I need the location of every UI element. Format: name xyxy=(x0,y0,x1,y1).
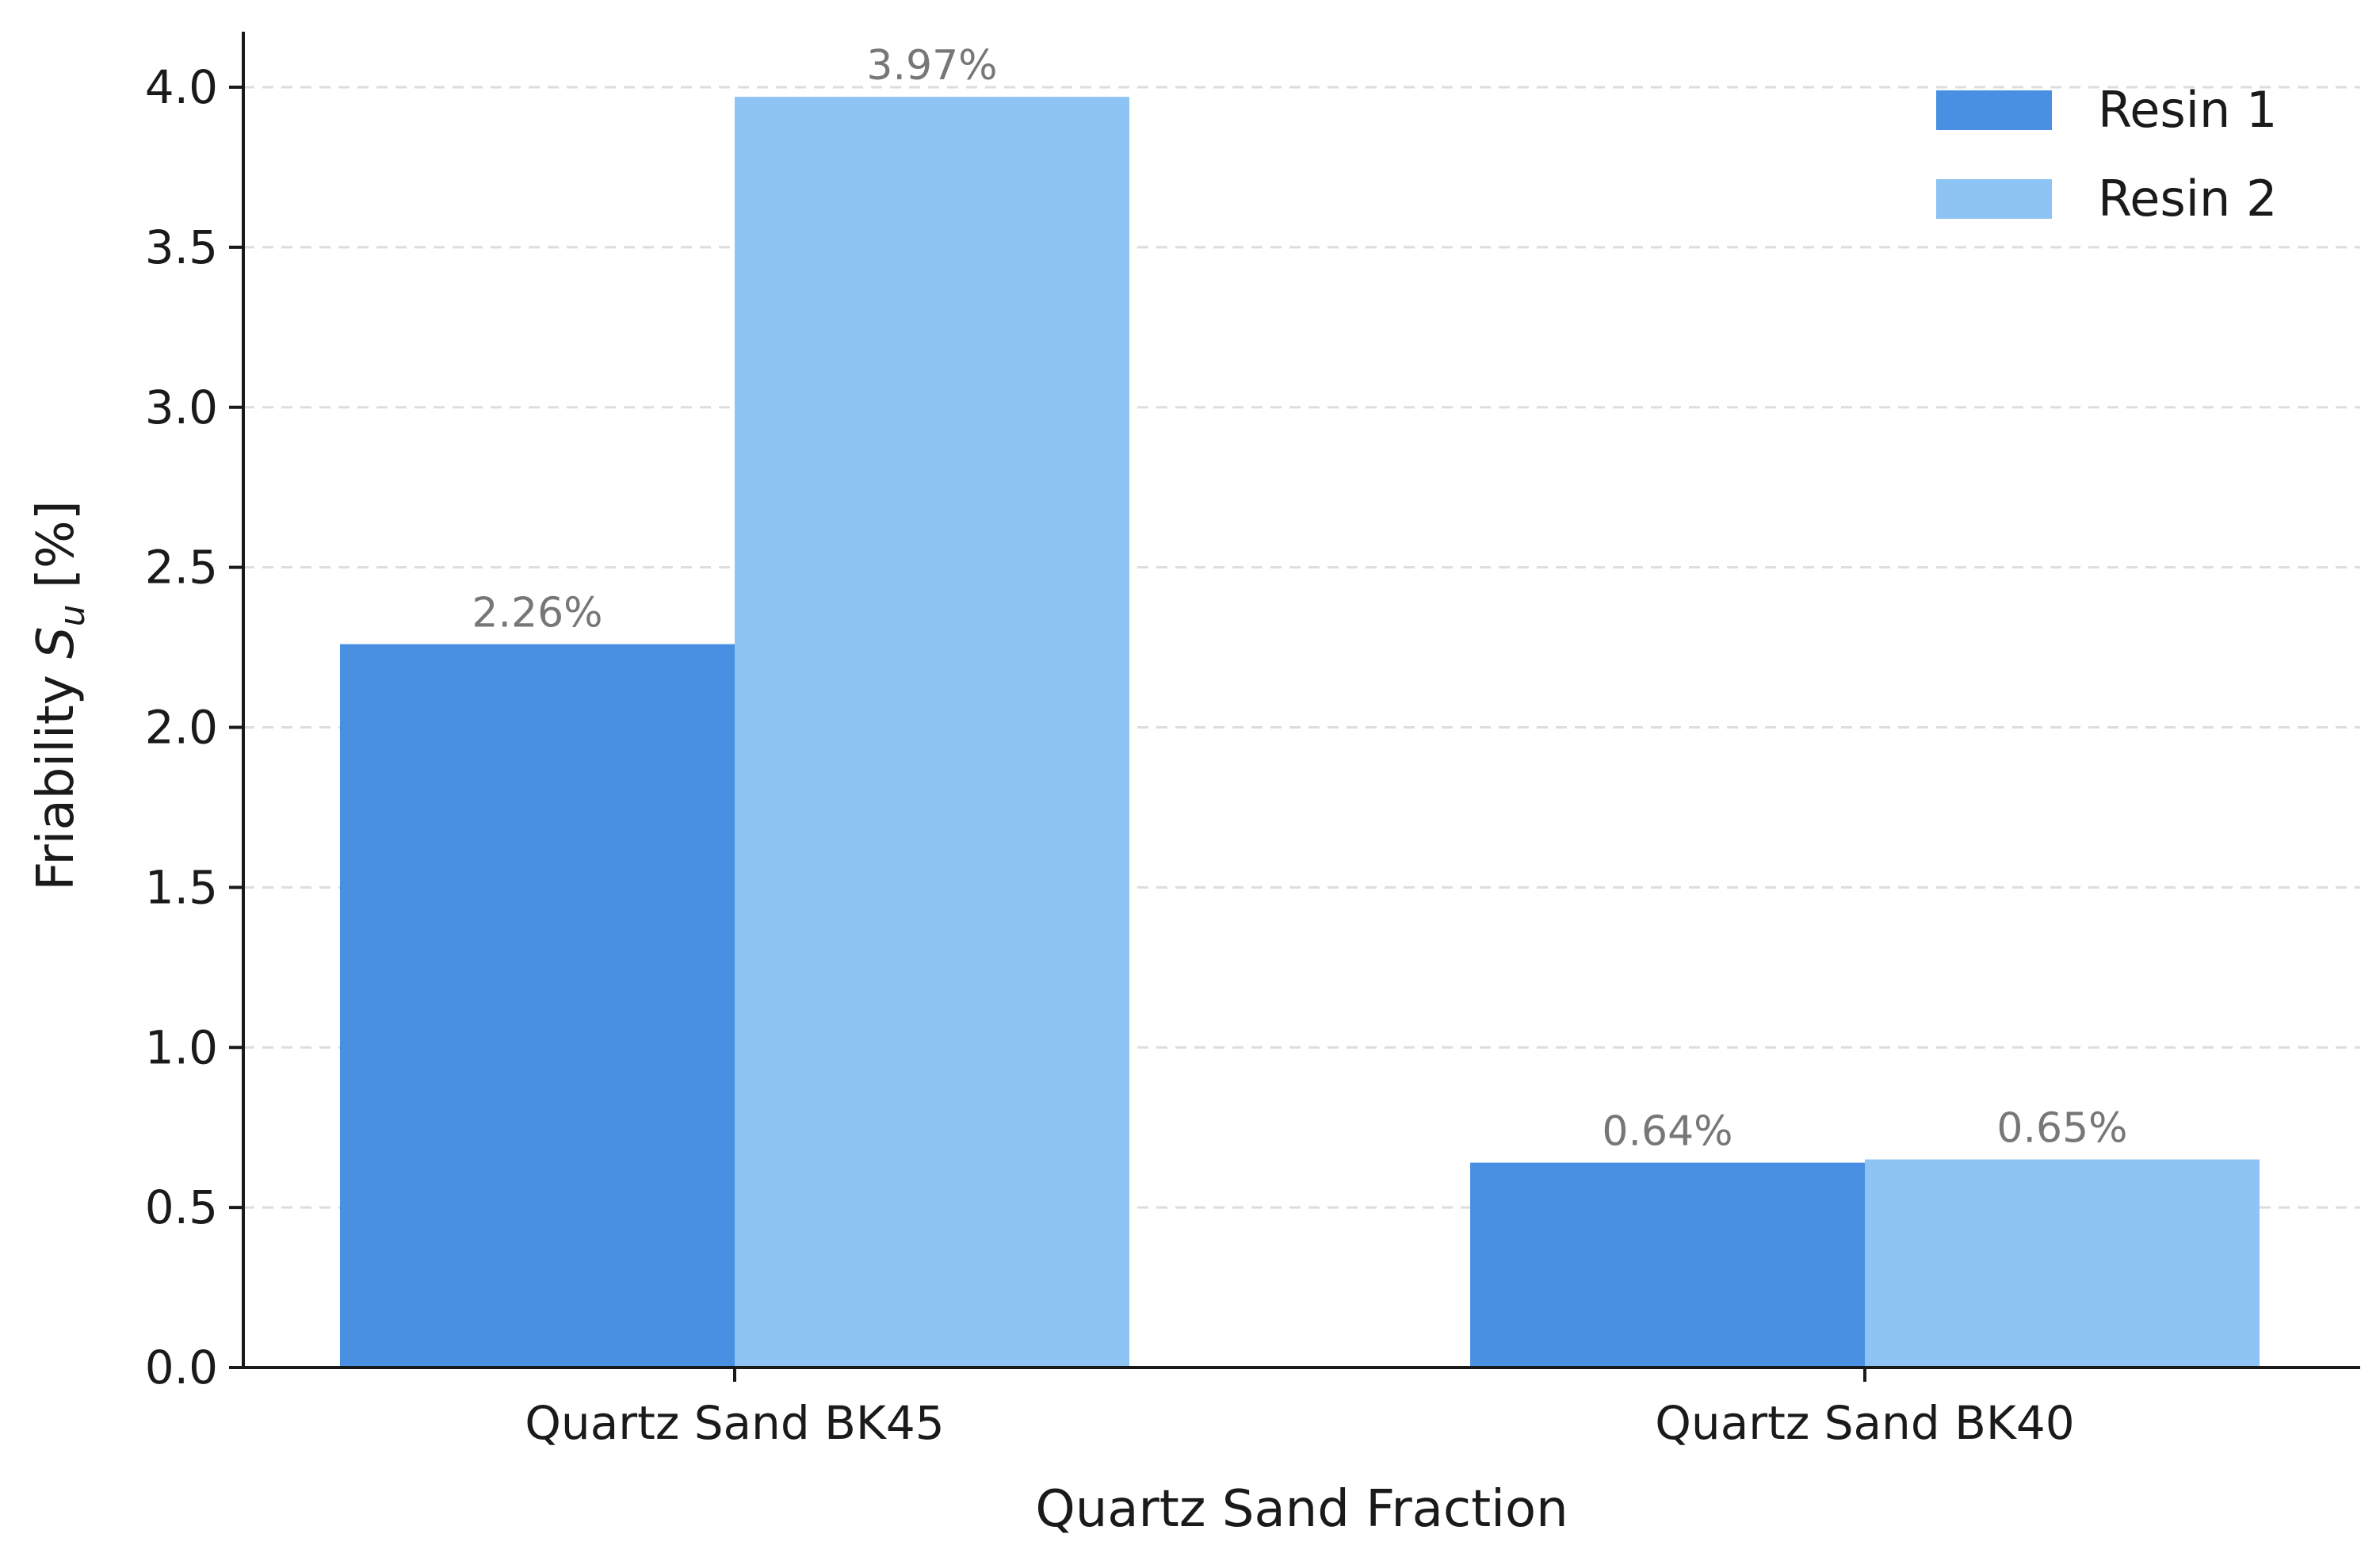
y-axis-ticks: 0.0 0.5 1.0 1.5 2.0 2.5 3.0 3.5 4.0 xyxy=(145,60,243,1394)
y-axis-title-symbol: S xyxy=(27,626,86,659)
bar-value-label: 2.26% xyxy=(472,590,602,637)
y-tick-label: 2.5 xyxy=(145,541,218,595)
bar-value-label: 3.97% xyxy=(866,42,997,90)
y-tick-label: 3.0 xyxy=(145,381,218,434)
y-axis-title-suffix: [%] xyxy=(27,500,86,604)
y-tick-label: 0.5 xyxy=(145,1180,218,1234)
bar-value-label: 0.65% xyxy=(1996,1105,2127,1153)
x-tick-label: Quartz Sand BK40 xyxy=(1655,1396,2074,1450)
bar xyxy=(1470,1162,1865,1367)
y-tick-label: 3.5 xyxy=(145,220,218,274)
x-tick-label: Quartz Sand BK45 xyxy=(525,1396,944,1450)
y-axis-title: Friability Su [%] xyxy=(27,500,93,890)
legend-label: Resin 2 xyxy=(2098,170,2277,228)
y-tick-label: 4.0 xyxy=(145,60,218,114)
legend-swatch xyxy=(1936,90,2052,130)
bar-value-label: 0.64% xyxy=(1602,1108,1732,1156)
x-axis-title: Quartz Sand Fraction xyxy=(1035,1480,1568,1539)
bar xyxy=(735,97,1129,1367)
legend-swatch xyxy=(1936,179,2052,219)
bar xyxy=(1865,1159,2260,1367)
y-tick-label: 0.0 xyxy=(145,1341,218,1394)
y-tick-label: 2.0 xyxy=(145,701,218,755)
legend-label: Resin 1 xyxy=(2098,81,2277,139)
bars xyxy=(340,97,2260,1367)
y-tick-label: 1.5 xyxy=(145,860,218,914)
y-tick-label: 1.0 xyxy=(145,1020,218,1074)
bar xyxy=(340,644,735,1367)
bar-value-labels: 2.26% 0.64% 3.97% 0.65% xyxy=(472,42,2127,1155)
x-axis-ticks: Quartz Sand BK45 Quartz Sand BK40 xyxy=(525,1367,2075,1450)
legend: Resin 1 Resin 2 xyxy=(1936,81,2277,228)
y-axis-title-subscript: u xyxy=(52,604,93,626)
y-axis-title-prefix: Friability xyxy=(27,659,86,891)
